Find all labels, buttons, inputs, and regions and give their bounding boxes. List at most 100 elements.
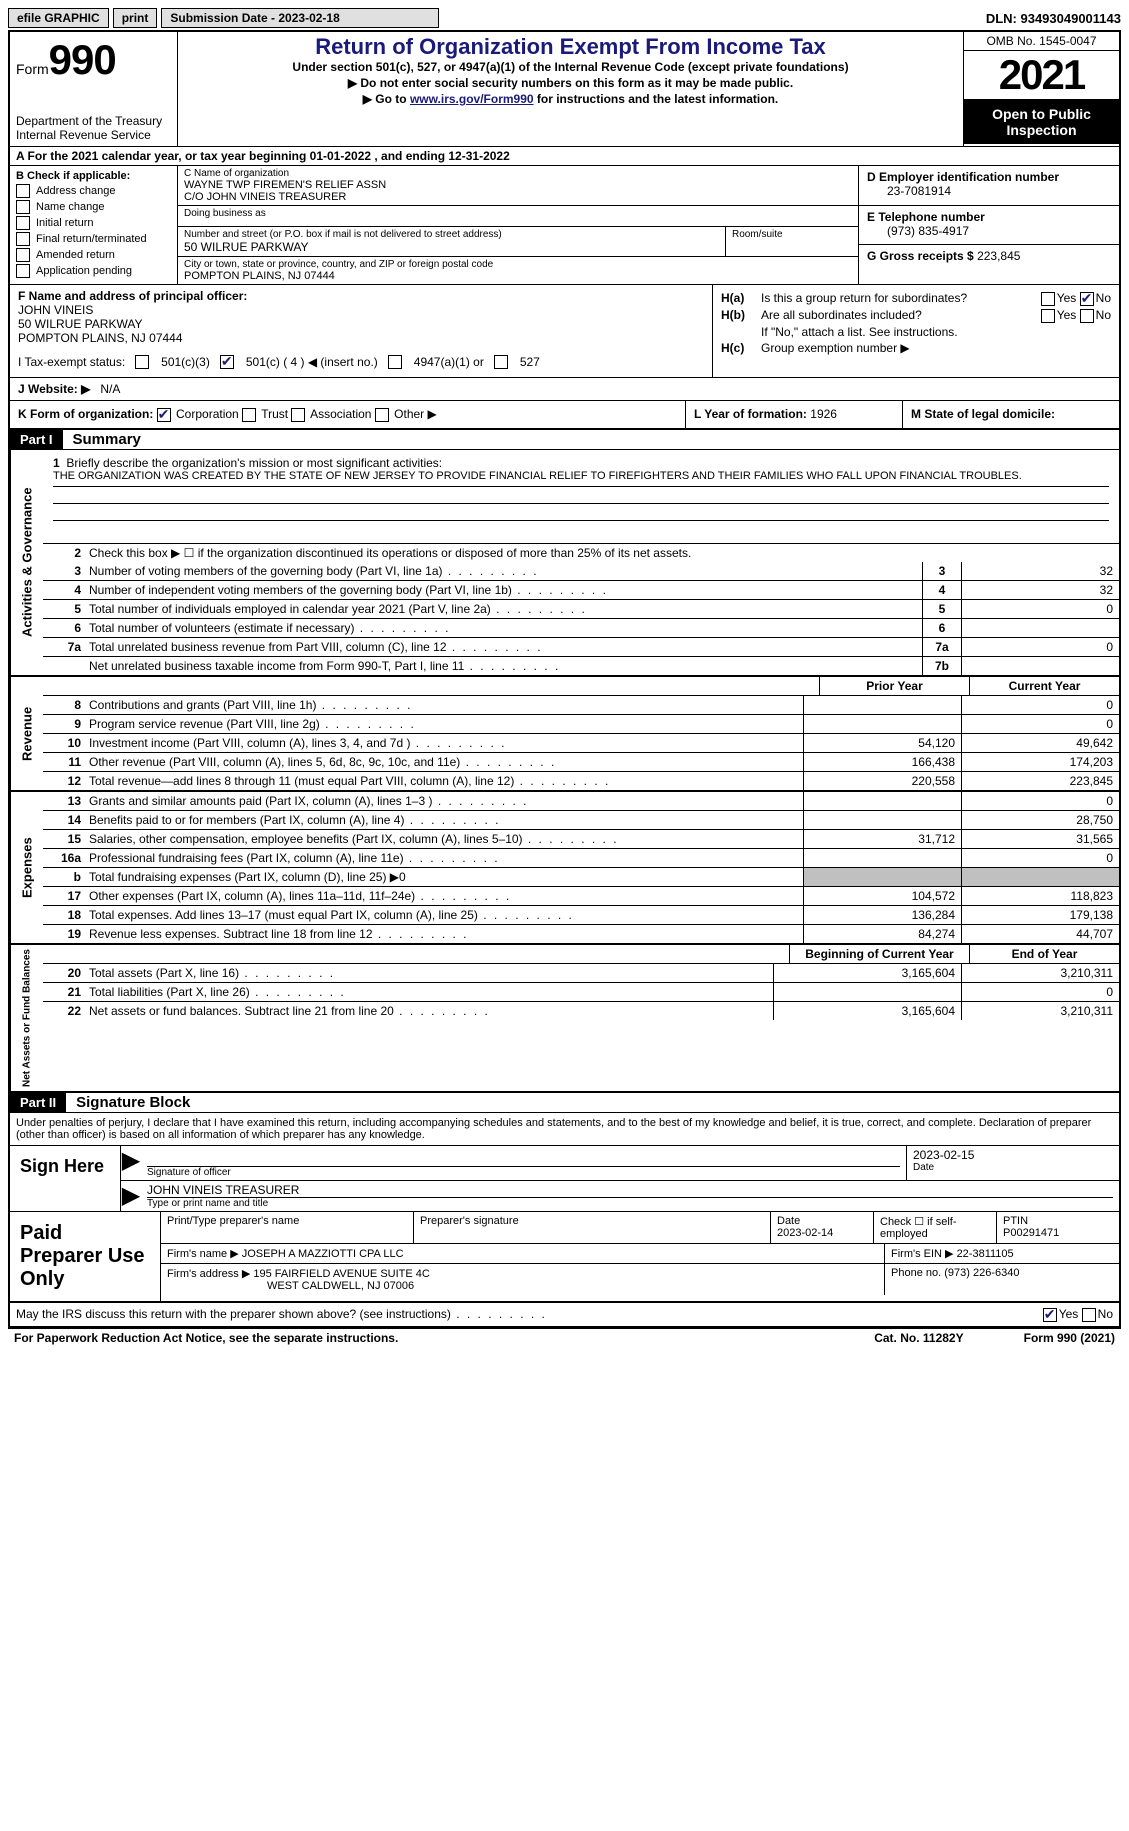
lbl-assoc: Association bbox=[310, 407, 371, 421]
goto-post: for instructions and the latest informat… bbox=[534, 92, 779, 106]
line-value: 0 bbox=[961, 638, 1119, 656]
hb-text: Are all subordinates included? bbox=[761, 308, 1041, 322]
cb-address-change[interactable] bbox=[16, 184, 30, 198]
line-num: 16a bbox=[43, 849, 85, 867]
line-prior bbox=[803, 696, 961, 714]
cb-4947[interactable] bbox=[388, 355, 402, 369]
line-value bbox=[961, 657, 1119, 675]
line-num: 14 bbox=[43, 811, 85, 829]
line-end: 3,210,311 bbox=[961, 1002, 1119, 1020]
dln: DLN: 93493049001143 bbox=[986, 11, 1121, 26]
line-num: 20 bbox=[43, 964, 85, 982]
form-label: Form bbox=[16, 61, 49, 77]
paid-preparer-label: Paid Preparer Use Only bbox=[10, 1212, 160, 1301]
print-button[interactable]: print bbox=[113, 8, 158, 28]
cb-hb-no[interactable] bbox=[1080, 309, 1094, 323]
line-prior bbox=[803, 868, 961, 886]
line-prior bbox=[803, 792, 961, 810]
prep-date-value: 2023-02-14 bbox=[777, 1227, 833, 1239]
return-title: Return of Organization Exempt From Incom… bbox=[182, 34, 959, 60]
line-prior: 31,712 bbox=[803, 830, 961, 848]
cb-name-change[interactable] bbox=[16, 200, 30, 214]
line-num: b bbox=[43, 868, 85, 886]
addr-label: Number and street (or P.O. box if mail i… bbox=[184, 229, 719, 240]
firm-name-label: Firm's name ▶ bbox=[167, 1248, 239, 1260]
lbl-final-return: Final return/terminated bbox=[36, 233, 147, 245]
lbl-application-pending: Application pending bbox=[36, 265, 132, 277]
line-text: Professional fundraising fees (Part IX, … bbox=[85, 849, 803, 867]
line-text: Net assets or fund balances. Subtract li… bbox=[85, 1002, 773, 1020]
line-prior bbox=[803, 849, 961, 867]
cb-discuss-no[interactable] bbox=[1082, 1308, 1096, 1322]
tax-year: 2021 bbox=[964, 51, 1119, 100]
line-prior bbox=[803, 811, 961, 829]
ptin-label: PTIN bbox=[1003, 1215, 1028, 1227]
firm-phone-value: (973) 226-6340 bbox=[944, 1267, 1019, 1279]
officer-name: JOHN VINEIS bbox=[18, 303, 704, 317]
cb-corp[interactable] bbox=[157, 408, 171, 422]
lbl-other: Other ▶ bbox=[394, 407, 437, 421]
line-text: Number of independent voting members of … bbox=[85, 581, 922, 599]
vert-revenue: Revenue bbox=[10, 677, 43, 790]
line-text: Number of voting members of the governin… bbox=[85, 562, 922, 580]
lbl-corp: Corporation bbox=[176, 407, 239, 421]
tax-status-label: I Tax-exempt status: bbox=[18, 355, 125, 369]
line-num: 19 bbox=[43, 925, 85, 943]
irs-link[interactable]: www.irs.gov/Form990 bbox=[410, 92, 534, 106]
cb-other[interactable] bbox=[375, 408, 389, 422]
sig-date-label: Date bbox=[913, 1162, 1113, 1173]
line-current: 28,750 bbox=[961, 811, 1119, 829]
line-text: Total fundraising expenses (Part IX, col… bbox=[85, 868, 803, 886]
ein-label: D Employer identification number bbox=[867, 170, 1111, 184]
l-label: L Year of formation: bbox=[694, 407, 807, 421]
prior-year-header: Prior Year bbox=[819, 677, 969, 695]
l-value: 1926 bbox=[810, 407, 837, 421]
cb-ha-yes[interactable] bbox=[1041, 292, 1055, 306]
cb-trust[interactable] bbox=[242, 408, 256, 422]
website-value: N/A bbox=[100, 382, 120, 396]
line-text: Total expenses. Add lines 13–17 (must eq… bbox=[85, 906, 803, 924]
lbl-527: 527 bbox=[520, 355, 540, 369]
discuss-text: May the IRS discuss this return with the… bbox=[16, 1307, 1043, 1322]
cb-assoc[interactable] bbox=[291, 408, 305, 422]
cb-discuss-yes[interactable] bbox=[1043, 1308, 1057, 1322]
gross-label: G Gross receipts $ bbox=[867, 249, 974, 263]
line-current: 0 bbox=[961, 792, 1119, 810]
line-text: Other expenses (Part IX, column (A), lin… bbox=[85, 887, 803, 905]
cb-501c3[interactable] bbox=[135, 355, 149, 369]
cb-application-pending[interactable] bbox=[16, 264, 30, 278]
cb-hb-yes[interactable] bbox=[1041, 309, 1055, 323]
line-num: 12 bbox=[43, 772, 85, 790]
sig-officer-line[interactable] bbox=[147, 1148, 900, 1167]
line-current: 31,565 bbox=[961, 830, 1119, 848]
prep-name-label: Print/Type preparer's name bbox=[161, 1212, 414, 1243]
mission-blank1 bbox=[53, 487, 1109, 504]
cb-final-return[interactable] bbox=[16, 232, 30, 246]
line-begin: 3,165,604 bbox=[773, 964, 961, 982]
line-text: Total revenue—add lines 8 through 11 (mu… bbox=[85, 772, 803, 790]
cb-ha-no[interactable] bbox=[1080, 292, 1094, 306]
line-prior: 136,284 bbox=[803, 906, 961, 924]
col-b-header: B Check if applicable: bbox=[16, 170, 171, 182]
phone-value: (973) 835-4917 bbox=[867, 224, 1111, 238]
sig-officer-label: Signature of officer bbox=[147, 1167, 900, 1178]
line-text: Net unrelated business taxable income fr… bbox=[85, 657, 922, 675]
cb-amended[interactable] bbox=[16, 248, 30, 262]
lbl-address-change: Address change bbox=[36, 185, 116, 197]
part2-header: Part II bbox=[10, 1093, 66, 1112]
cb-501c[interactable] bbox=[220, 355, 234, 369]
line-prior: 104,572 bbox=[803, 887, 961, 905]
header-title-block: Return of Organization Exempt From Incom… bbox=[178, 32, 964, 146]
hb-label: H(b) bbox=[721, 308, 761, 322]
phone-label: E Telephone number bbox=[867, 210, 1111, 224]
hc-text: Group exemption number ▶ bbox=[761, 341, 1111, 355]
cb-initial-return[interactable] bbox=[16, 216, 30, 230]
line-num: 11 bbox=[43, 753, 85, 771]
line-current: 118,823 bbox=[961, 887, 1119, 905]
line1-num: 1 bbox=[53, 456, 60, 470]
cb-527[interactable] bbox=[494, 355, 508, 369]
line-text: Total number of individuals employed in … bbox=[85, 600, 922, 618]
firm-addr2: WEST CALDWELL, NJ 07006 bbox=[167, 1280, 414, 1292]
sign-here-label: Sign Here bbox=[10, 1146, 120, 1211]
efile-button[interactable]: efile GRAPHIC bbox=[8, 8, 109, 28]
